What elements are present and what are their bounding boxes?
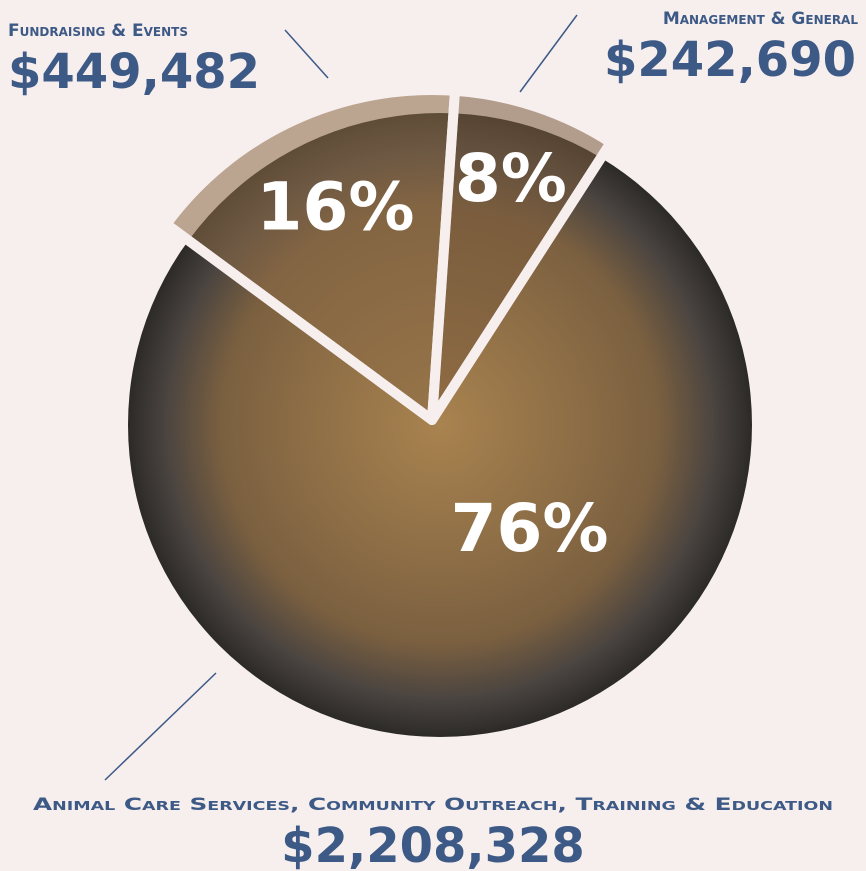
leader-line	[519, 14, 578, 93]
leader-line	[104, 672, 217, 781]
category-label: Fundraising & Events	[8, 21, 188, 41]
pie-slice	[97, 137, 767, 755]
pie-slice	[161, 85, 461, 425]
leader-line	[284, 29, 329, 79]
amount-label: $449,482	[8, 44, 260, 100]
percent-label: 8%	[455, 140, 567, 217]
percent-label: 16%	[257, 168, 415, 245]
percent-label: 76%	[451, 490, 609, 567]
pie-slice	[427, 85, 616, 425]
amount-label: $242,690	[604, 32, 856, 88]
category-label: Animal Care Services, Community Outreach…	[33, 795, 833, 815]
amount-label: $2,208,328	[281, 818, 585, 871]
category-label: Management & General	[663, 9, 859, 29]
